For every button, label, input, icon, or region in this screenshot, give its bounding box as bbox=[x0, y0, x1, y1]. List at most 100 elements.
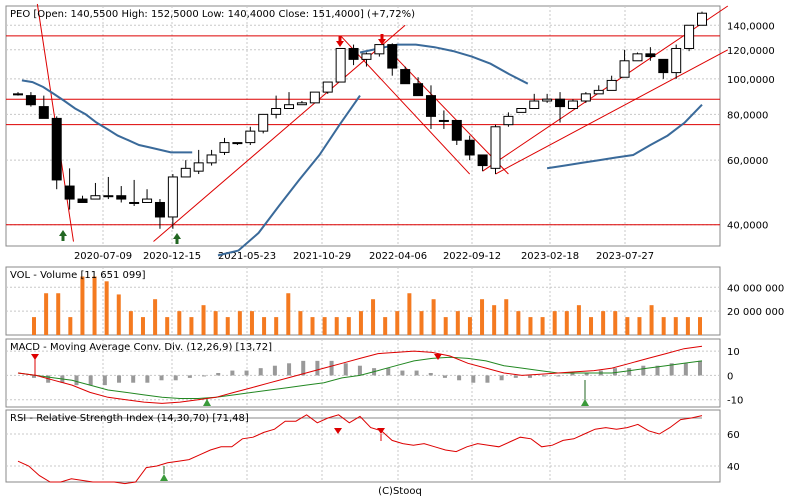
macd-header: MACD - Moving Average Conv. Div. (12,26,… bbox=[10, 342, 272, 353]
candle-up bbox=[206, 154, 217, 164]
macd-histogram-bar bbox=[272, 365, 277, 376]
trend-line bbox=[153, 24, 406, 242]
volume-bar bbox=[649, 305, 654, 335]
macd-histogram-bar bbox=[655, 365, 660, 376]
volume-bar bbox=[80, 276, 85, 335]
macd-histogram-bar bbox=[357, 365, 362, 376]
volume-bar bbox=[383, 317, 388, 335]
rsi-line bbox=[17, 414, 703, 485]
macd-histogram-bar bbox=[230, 370, 235, 376]
sell-signal-marker bbox=[334, 428, 342, 434]
volume-bar bbox=[698, 317, 702, 335]
buy-signal-marker bbox=[160, 474, 168, 481]
candle-down bbox=[658, 58, 669, 74]
moving-average-line-2 bbox=[217, 95, 361, 257]
volume-bar bbox=[92, 276, 97, 335]
trend-line bbox=[495, 49, 729, 175]
candle-up bbox=[296, 102, 307, 106]
volume-bar bbox=[419, 311, 424, 335]
candle-up bbox=[593, 89, 604, 95]
y-tick-label: 60 bbox=[727, 430, 740, 441]
volume-bar bbox=[249, 311, 254, 335]
volume-bar bbox=[589, 317, 594, 335]
volume-bar bbox=[480, 299, 485, 335]
buy-signal-arrow bbox=[59, 230, 67, 241]
volume-bar bbox=[516, 311, 521, 335]
sell-signal-marker bbox=[434, 354, 442, 360]
price-header: PEO [Open: 140,5500 High: 152,5000 Low: … bbox=[10, 9, 415, 20]
sell-signal-marker bbox=[377, 428, 385, 434]
volume-bar bbox=[467, 317, 472, 335]
volume-bar bbox=[104, 281, 109, 335]
candle-down bbox=[154, 201, 165, 218]
volume-bar bbox=[601, 311, 606, 335]
candle-up bbox=[245, 130, 256, 144]
macd-histogram-bar bbox=[329, 360, 334, 376]
volume-bar bbox=[334, 317, 339, 335]
volume-bar bbox=[492, 305, 497, 335]
volume-bar bbox=[661, 317, 666, 335]
candle-down bbox=[645, 53, 656, 58]
macd-panel: 10 0 -10 bbox=[6, 339, 743, 407]
macd-histogram-bar bbox=[159, 375, 164, 381]
candle-up bbox=[232, 142, 243, 145]
x-tick-label: 2021-10-29 bbox=[293, 251, 351, 262]
x-tick-label: 2022-04-06 bbox=[369, 251, 427, 262]
candle-up bbox=[516, 108, 527, 113]
macd-histogram-bar bbox=[556, 375, 561, 377]
candle-up bbox=[335, 47, 346, 83]
macd-histogram-bar bbox=[527, 375, 532, 378]
x-tick-label: 2020-12-15 bbox=[143, 251, 201, 262]
macd-histogram-bar bbox=[400, 370, 405, 376]
x-tick-label: 2023-07-27 bbox=[596, 251, 654, 262]
moving-average-line-4 bbox=[546, 104, 703, 170]
macd-histogram-bar bbox=[542, 375, 547, 377]
macd-histogram-bar bbox=[414, 370, 419, 376]
macd-histogram-bar bbox=[145, 375, 150, 383]
macd-histogram-bar bbox=[301, 360, 306, 376]
buy-signal-arrow bbox=[173, 233, 181, 244]
macd-histogram-bar bbox=[513, 375, 518, 378]
macd-histogram-bar bbox=[485, 375, 490, 383]
volume-bar bbox=[237, 311, 242, 335]
volume-bar bbox=[371, 299, 376, 335]
macd-histogram-bar bbox=[258, 368, 263, 376]
candle-up bbox=[619, 60, 630, 78]
macd-histogram-bar bbox=[202, 375, 207, 377]
candle-down bbox=[400, 69, 411, 85]
trend-line bbox=[391, 53, 509, 175]
moving-average-line-1 bbox=[21, 79, 193, 154]
candle-down bbox=[25, 95, 36, 106]
volume-bar bbox=[165, 317, 170, 335]
volume-bar bbox=[189, 317, 194, 335]
x-tick-label: 2022-09-12 bbox=[443, 251, 501, 262]
x-tick-label: 2021-05-23 bbox=[218, 251, 276, 262]
macd-histogram-bar bbox=[173, 375, 178, 381]
sell-signal-arrow bbox=[336, 36, 344, 47]
y-tick-label: 80,0000 bbox=[727, 110, 768, 121]
volume-bar bbox=[637, 317, 642, 335]
volume-bar bbox=[552, 311, 557, 335]
volume-bar bbox=[613, 311, 618, 335]
volume-bar bbox=[262, 317, 267, 335]
volume-bar bbox=[140, 317, 145, 335]
macd-histogram-bar bbox=[102, 375, 107, 386]
price-panel: 2020-07-09 2020-12-15 2021-05-23 2021-10-29… bbox=[6, 3, 775, 262]
candle-up bbox=[684, 24, 695, 49]
macd-histogram-bar bbox=[386, 368, 391, 376]
rsi-header: RSI - Relative Strength Index (14,30,70)… bbox=[10, 413, 249, 424]
volume-bar bbox=[68, 317, 73, 335]
price-panel-frame bbox=[5, 5, 721, 247]
candle-up bbox=[90, 195, 101, 200]
candle-up bbox=[697, 12, 707, 26]
sell-signal-marker bbox=[31, 354, 39, 360]
y-tick-label: 40 000 000 bbox=[727, 283, 784, 294]
volume-bar bbox=[153, 299, 158, 335]
candle-up bbox=[129, 201, 140, 204]
macd-histogram-bar bbox=[287, 363, 292, 376]
candle-down bbox=[464, 139, 475, 156]
sell-signal-arrow bbox=[378, 34, 386, 45]
macd-histogram-bar bbox=[88, 375, 93, 386]
candle-up bbox=[258, 113, 269, 132]
volume-bar bbox=[32, 317, 36, 335]
